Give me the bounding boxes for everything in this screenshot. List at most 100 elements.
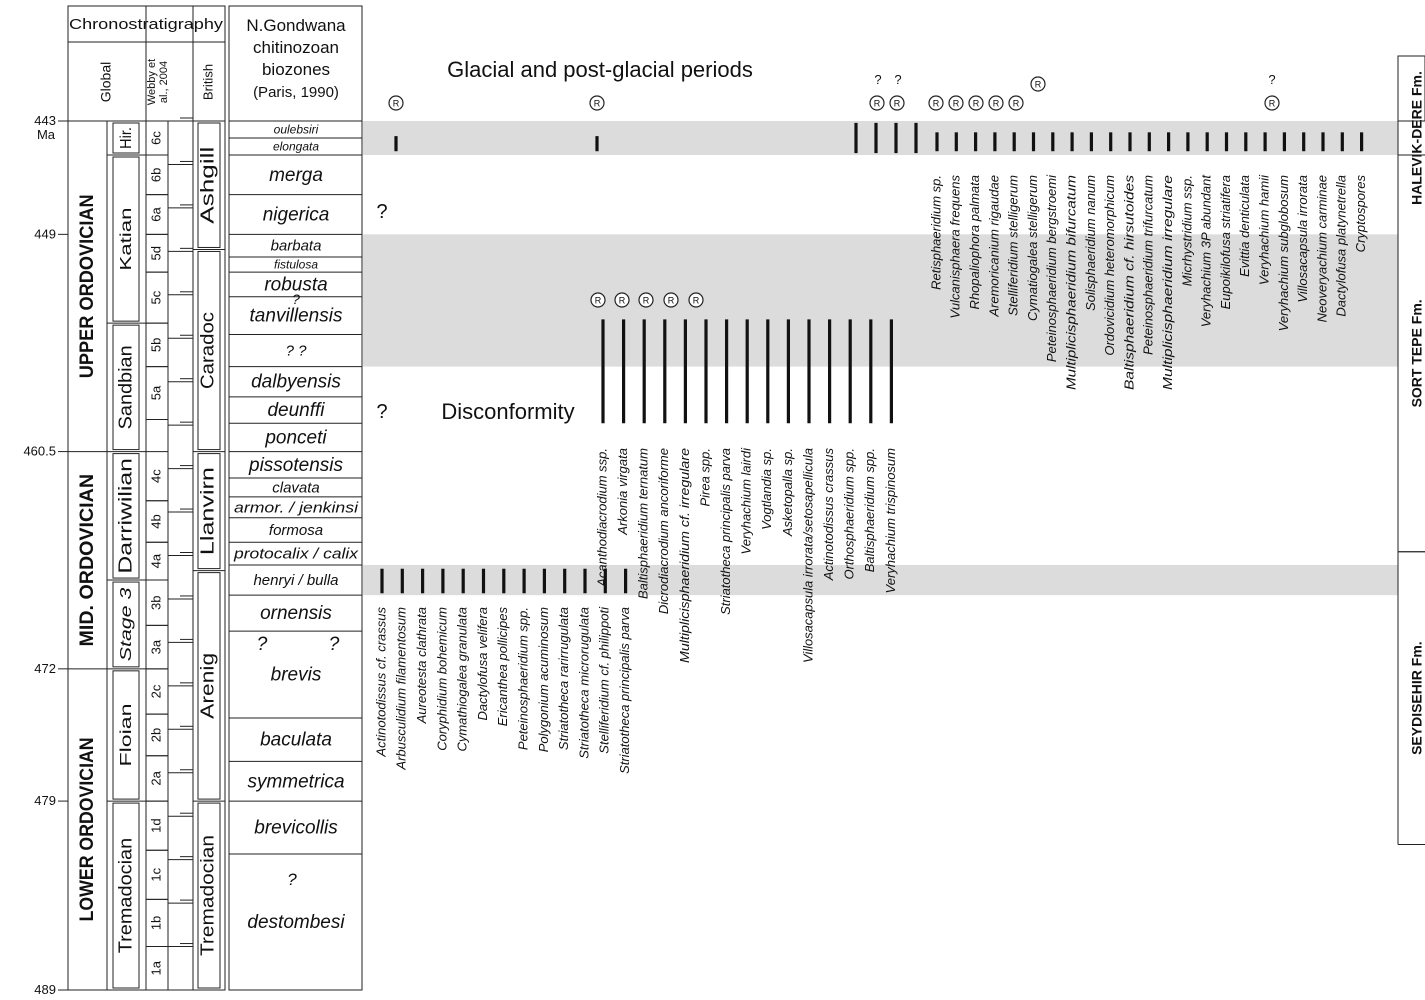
taxon-name: Pirea spp. xyxy=(697,448,712,507)
taxon-name: Rhopaliophora palmata xyxy=(967,175,982,309)
taxon-name: Striatotheca principalis parva xyxy=(617,607,632,774)
reworked-icon xyxy=(1264,95,1280,111)
taxon-name: Actinotodissus crassus xyxy=(821,448,836,582)
taxon-name: Villosacapsula irrorata/setosapellicula xyxy=(800,448,815,663)
british-series-label: Tremadocian xyxy=(198,835,218,956)
stage-box xyxy=(112,156,140,322)
question-mark: ? xyxy=(1268,72,1275,87)
stage-box xyxy=(112,324,140,451)
reworked-icon-label: R xyxy=(393,99,400,109)
time-slice-label: 1c xyxy=(148,867,163,881)
interval-band xyxy=(363,564,1398,596)
biozone-label: tanvillensis xyxy=(250,306,343,327)
chronostratigraphy-header: Chronostratigraphy xyxy=(69,16,224,33)
formation-label: SORT TEPE Fm. xyxy=(1409,299,1425,407)
taxon-name: Peteinosphaeridium bergstroemi xyxy=(1044,174,1059,362)
biozone-label: nigerica xyxy=(263,205,330,226)
reworked-icon xyxy=(988,95,1004,111)
taxon-name: Orthosphaeridium spp. xyxy=(842,448,857,580)
taxon-name: Cymathiogalea granulata xyxy=(455,607,470,752)
stage-label: Tremadocian xyxy=(116,838,136,954)
biozone-label: oulebsiri xyxy=(274,123,319,137)
time-slice-label: 3b xyxy=(148,595,163,609)
biozone-question: ? xyxy=(329,634,340,655)
age-label: 449 xyxy=(34,226,56,241)
webby-header-line2: al., 2004 xyxy=(158,61,170,103)
time-slice-label: 5d xyxy=(148,246,163,260)
time-slice-label: 2a xyxy=(148,770,163,785)
british-box xyxy=(197,250,221,451)
formation-label: SEYDISEHIR Fm. xyxy=(1409,641,1425,755)
reworked-icon xyxy=(663,292,679,308)
time-slice-label: 2c xyxy=(148,684,163,698)
reworked-icon xyxy=(948,95,964,111)
time-slice-label: 4c xyxy=(148,469,163,483)
reworked-icon xyxy=(688,292,704,308)
taxon-name: Veryhachium lairdi xyxy=(739,447,754,555)
biozone-label: ornensis xyxy=(260,603,332,624)
time-slice-label: 1b xyxy=(148,916,163,930)
reworked-icon xyxy=(928,95,944,111)
stage-label: Floian xyxy=(118,703,135,766)
reworked-icon xyxy=(614,292,630,308)
glacial-title: Glacial and post-glacial periods xyxy=(447,57,753,82)
biozone-label: baculata xyxy=(260,730,332,751)
reworked-icon-label: R xyxy=(693,296,700,306)
biozone-label: merga xyxy=(269,165,323,186)
time-slice-label: 4a xyxy=(148,553,163,568)
british-header: British xyxy=(200,64,215,100)
time-slice-label: 5a xyxy=(148,385,163,400)
taxon-name: Stelliferidium cf. philippoti xyxy=(597,606,612,754)
reworked-icon xyxy=(889,95,905,111)
reworked-icon-label: R xyxy=(643,296,650,306)
reworked-icon-label: R xyxy=(668,296,675,306)
question-mark: ? xyxy=(376,201,387,223)
reworked-icon-label: R xyxy=(1013,99,1020,109)
time-slice-label: 5c xyxy=(148,290,163,304)
time-slice-label: 6c xyxy=(148,131,163,145)
reworked-icon-label: R xyxy=(874,99,881,109)
biozone-label: symmetrica xyxy=(247,771,344,792)
stage-box xyxy=(112,581,140,668)
taxon-name: Peteinosphaeridium spp. xyxy=(516,607,531,750)
biozone-label: brevis xyxy=(271,665,322,686)
british-box xyxy=(197,572,221,800)
taxon-name: Veryhachium trispinosum xyxy=(883,448,898,594)
taxon-name: Aureotesta clathrata xyxy=(414,607,429,724)
british-box xyxy=(197,122,221,248)
reworked-icon xyxy=(1030,76,1046,92)
biozone-question: ? xyxy=(257,634,268,655)
biozone-label: ponceti xyxy=(264,427,327,448)
taxon-name: Villosacapsula irrorata xyxy=(1295,175,1310,303)
biozone-label: clavata xyxy=(272,479,320,496)
series-label: MID. ORDOVICIAN xyxy=(77,474,98,647)
taxon-name: Cymatiogalea stelligerum xyxy=(1025,175,1040,321)
column-frame xyxy=(192,5,226,991)
taxon-name: Dicrodiacrodium ancoriforme xyxy=(656,448,671,614)
biozone-label: fistulosa xyxy=(274,258,318,272)
stage-label: Katian xyxy=(118,208,135,271)
taxon-name: Veryhachium 3P abundant xyxy=(1199,174,1214,328)
reworked-icon-label: R xyxy=(953,99,960,109)
age-label: 443 xyxy=(34,113,56,128)
taxon-name: Baltisphaeridium spp. xyxy=(862,448,877,572)
reworked-icon xyxy=(388,95,404,111)
reworked-icon-label: R xyxy=(894,99,901,109)
biozone-label: formosa xyxy=(269,522,323,539)
taxon-name: Eupoikilofusa striatifera xyxy=(1218,175,1233,309)
biozone-header-line: N.Gondwana xyxy=(246,16,346,35)
biozone-label: elongata xyxy=(273,140,319,154)
reworked-icon-label: R xyxy=(594,99,601,109)
reworked-icon-label: R xyxy=(1035,80,1042,90)
taxon-name: Dactylofusa platynetrella xyxy=(1334,175,1349,317)
taxon-name: Multiplicisphaeridium irregulare xyxy=(1160,175,1175,390)
taxon-name: Veryhachium subglobosum xyxy=(1276,175,1291,331)
taxon-name: Striatotheca principalis parva xyxy=(718,448,733,615)
webby-header-line1: Webby et xyxy=(146,59,158,105)
ma-label: Ma xyxy=(37,127,56,142)
stage-box xyxy=(112,802,140,989)
stage-label: Stage 3 xyxy=(118,588,135,662)
age-label: 472 xyxy=(34,661,56,676)
taxon-name: Acanthodiacrodium ssp. xyxy=(594,448,609,588)
